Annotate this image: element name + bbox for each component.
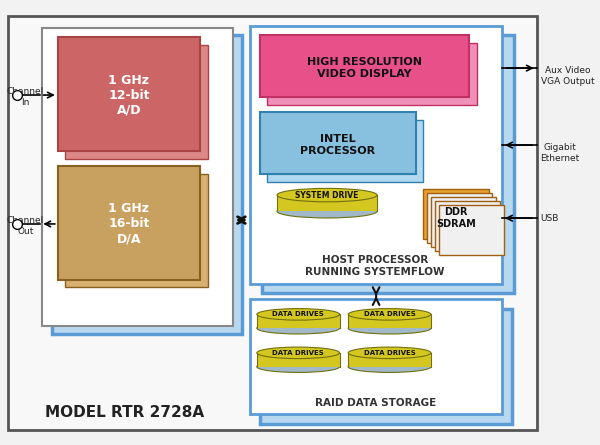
- Bar: [439, 205, 504, 255]
- Ellipse shape: [277, 188, 377, 202]
- Text: HIGH RESOLUTION
VIDEO DISPLAY: HIGH RESOLUTION VIDEO DISPLAY: [307, 57, 422, 79]
- Bar: [257, 353, 340, 367]
- Bar: [260, 36, 469, 97]
- Text: Channel
Out: Channel Out: [7, 216, 44, 236]
- Bar: [52, 36, 242, 334]
- Ellipse shape: [277, 205, 377, 218]
- Text: DDR
SDRAM: DDR SDRAM: [436, 207, 476, 229]
- Bar: [65, 174, 208, 287]
- Ellipse shape: [257, 323, 340, 334]
- Ellipse shape: [348, 347, 431, 359]
- Bar: [260, 308, 512, 424]
- Bar: [257, 314, 340, 328]
- Ellipse shape: [257, 347, 340, 359]
- Bar: [348, 353, 431, 367]
- Text: Channel
In: Channel In: [7, 87, 44, 107]
- Text: Aux Video
VGA Output: Aux Video VGA Output: [541, 66, 594, 85]
- Bar: [58, 166, 200, 280]
- Text: HOST PROCESSOR
RUNNING SYSTEMFLOW: HOST PROCESSOR RUNNING SYSTEMFLOW: [305, 255, 445, 277]
- Text: DATA DRIVES: DATA DRIVES: [364, 312, 415, 317]
- Bar: [43, 28, 233, 326]
- Text: 1 GHz
16-bit
D/A: 1 GHz 16-bit D/A: [108, 202, 149, 246]
- Text: INTEL
PROCESSOR: INTEL PROCESSOR: [300, 134, 375, 156]
- Ellipse shape: [348, 323, 431, 334]
- Bar: [250, 299, 502, 414]
- Ellipse shape: [257, 308, 340, 320]
- Text: DATA DRIVES: DATA DRIVES: [364, 350, 415, 356]
- Text: USB: USB: [541, 214, 559, 222]
- Bar: [65, 45, 208, 158]
- Text: DATA DRIVES: DATA DRIVES: [272, 350, 324, 356]
- Ellipse shape: [348, 361, 431, 372]
- Bar: [423, 189, 488, 239]
- Bar: [348, 314, 431, 328]
- Text: RAID DATA STORAGE: RAID DATA STORAGE: [316, 398, 437, 408]
- Bar: [435, 201, 500, 251]
- Bar: [262, 36, 514, 293]
- Bar: [250, 26, 502, 283]
- Bar: [431, 197, 496, 247]
- Text: Gigabit
Ethernet: Gigabit Ethernet: [541, 143, 580, 162]
- Text: MODEL RTR 2728A: MODEL RTR 2728A: [46, 405, 205, 420]
- Bar: [58, 37, 200, 151]
- Text: SYSTEM DRIVE: SYSTEM DRIVE: [295, 190, 359, 200]
- Bar: [268, 120, 423, 182]
- Bar: [427, 193, 493, 243]
- Ellipse shape: [348, 308, 431, 320]
- Text: 1 GHz
12-bit
A/D: 1 GHz 12-bit A/D: [108, 73, 149, 117]
- Ellipse shape: [257, 361, 340, 372]
- Bar: [260, 113, 416, 174]
- Text: DATA DRIVES: DATA DRIVES: [272, 312, 324, 317]
- Bar: [277, 195, 377, 211]
- Bar: [268, 43, 477, 105]
